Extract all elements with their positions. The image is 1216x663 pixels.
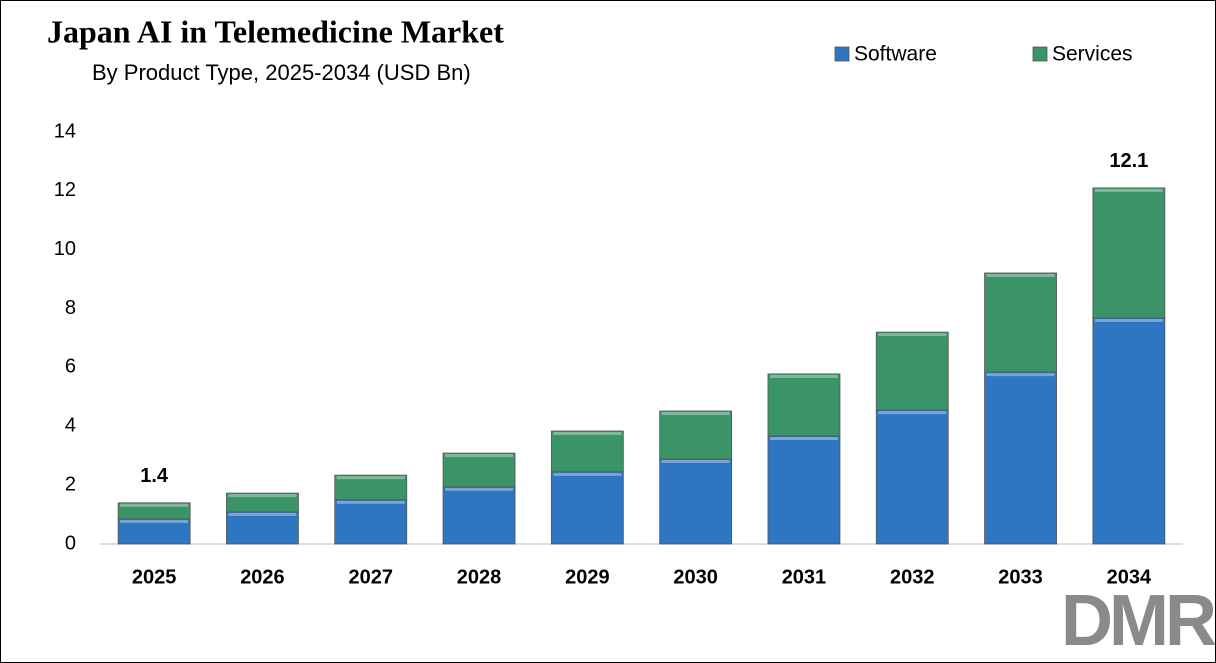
- y-tick-label: 8: [65, 297, 76, 319]
- bar-segment: [226, 511, 299, 545]
- y-tick-label: 14: [54, 120, 76, 142]
- bar-segment: [875, 409, 949, 545]
- chart-subtitle: By Product Type, 2025-2034 (USD Bn): [92, 60, 471, 85]
- bar-segment: [117, 502, 191, 520]
- bar-highlight: [336, 500, 405, 504]
- bar-segment: [659, 458, 733, 545]
- x-tick-label: 2027: [349, 566, 394, 588]
- logo: DMR: [1061, 581, 1216, 661]
- x-tick-label: 2033: [998, 566, 1043, 588]
- bar-segment: [334, 499, 408, 545]
- bar-highlight: [553, 431, 622, 435]
- x-tick-label: 2031: [782, 566, 827, 588]
- bar-segment: [875, 331, 949, 411]
- legend-label: Services: [1052, 43, 1133, 66]
- bar-segment: [334, 474, 408, 501]
- bar-highlight: [878, 411, 947, 415]
- y-tick-label: 2: [65, 473, 76, 495]
- bar-highlight: [445, 487, 514, 491]
- y-tick-label: 10: [54, 238, 76, 260]
- y-tick-label: 12: [54, 179, 76, 201]
- bar-segment: [442, 452, 516, 488]
- bar-segment: [984, 371, 1057, 545]
- bar-highlight: [878, 333, 947, 337]
- x-tick-label: 2029: [565, 566, 610, 588]
- x-tick-label: 2028: [457, 566, 502, 588]
- bar-segment: [550, 430, 624, 473]
- data-label: 1.4: [140, 465, 169, 487]
- x-tick-label: 2030: [673, 566, 718, 588]
- bar-highlight: [661, 459, 730, 463]
- chart-title: Japan AI in Telemedicine Market: [47, 13, 504, 49]
- x-tick-label: 2026: [240, 566, 285, 588]
- bar-highlight: [228, 512, 297, 516]
- bar-highlight: [120, 519, 189, 523]
- bar-highlight: [769, 436, 838, 440]
- data-label: 12.1: [1109, 150, 1148, 172]
- bar-highlight: [553, 472, 622, 476]
- bar-segment: [550, 471, 624, 545]
- bar-highlight: [1094, 188, 1163, 192]
- bar-highlight: [1094, 318, 1163, 322]
- y-tick-label: 4: [65, 415, 76, 437]
- bar-highlight: [120, 503, 189, 507]
- bar-highlight: [445, 454, 514, 458]
- x-tick-label: 2032: [890, 566, 935, 588]
- x-tick-label: 2025: [132, 566, 177, 588]
- bar-segment: [442, 486, 516, 545]
- legend-swatch: [834, 46, 850, 62]
- bar-segment: [117, 518, 191, 545]
- y-tick-label: 6: [65, 356, 76, 378]
- bar-highlight: [661, 411, 730, 415]
- bar-segment: [226, 492, 299, 513]
- legend-label: Software: [854, 43, 937, 66]
- y-tick-label: 0: [65, 532, 76, 554]
- bar-highlight: [769, 374, 838, 378]
- legend-swatch: [1032, 46, 1048, 62]
- bar-segment: [767, 373, 841, 437]
- bar-segment: [767, 435, 841, 545]
- bar-segment: [1092, 187, 1166, 319]
- x-tick-label: 2034: [1107, 566, 1152, 588]
- bar-highlight: [228, 494, 297, 498]
- bar-highlight: [986, 273, 1055, 277]
- bar-segment: [1092, 317, 1166, 545]
- bar-segment: [659, 410, 733, 460]
- bar-highlight: [986, 373, 1055, 377]
- bar-segment: [984, 272, 1057, 373]
- bar-highlight: [336, 476, 405, 480]
